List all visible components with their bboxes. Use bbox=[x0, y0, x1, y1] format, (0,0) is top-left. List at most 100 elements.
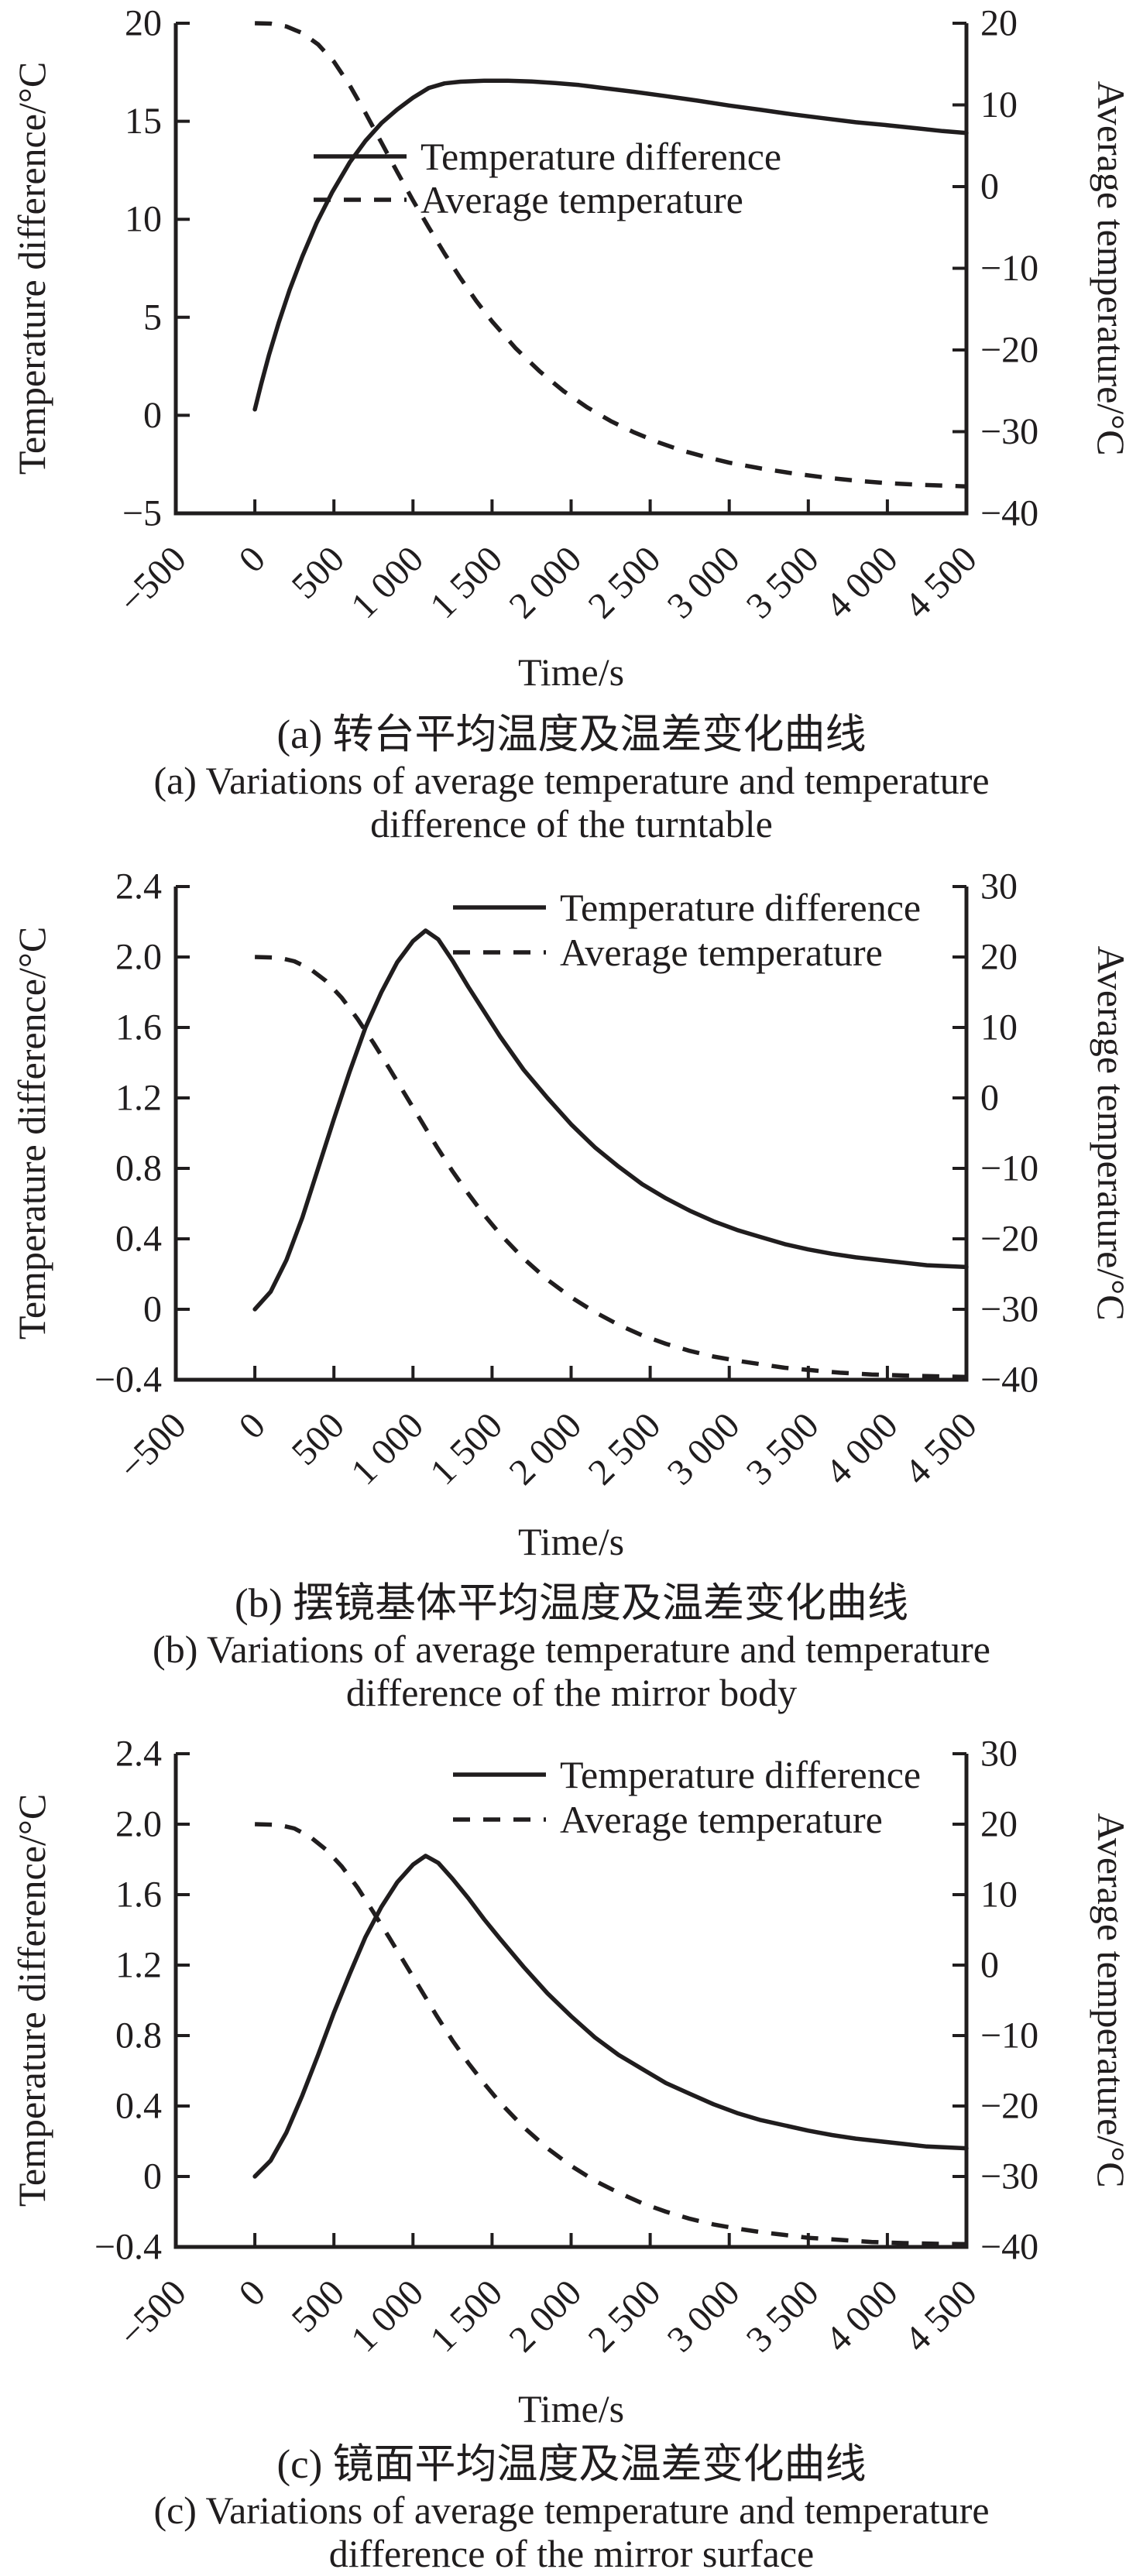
x-tick-label-a: 3 500 bbox=[739, 538, 827, 626]
x-tick-label-c: 1 500 bbox=[422, 2272, 510, 2360]
x-tick-label-b: 4 000 bbox=[818, 1405, 906, 1493]
series-temperature-difference-a bbox=[252, 78, 969, 412]
x-tick-label-a: 2 500 bbox=[581, 538, 669, 626]
caption-block-b: (b) 摆镜基体平均温度及温差变化曲线 (b) Variations of av… bbox=[0, 1580, 1143, 1714]
right-tick-label-b: −20 bbox=[980, 1219, 1038, 1260]
left-tick-label-b: 0 bbox=[143, 1289, 162, 1330]
legend-label-c-1: Average temperature bbox=[560, 1798, 883, 1841]
right-tick-label-a: −20 bbox=[980, 330, 1038, 371]
x-tick-label-c: 4 500 bbox=[897, 2272, 985, 2360]
series-temperature-difference-b bbox=[252, 928, 969, 1312]
right-tick-label-c: 20 bbox=[980, 1804, 1018, 1845]
x-tick-label-a: 3 000 bbox=[660, 538, 748, 626]
left-tick-label-b: 2.4 bbox=[115, 866, 162, 907]
caption-a-en-line2: difference of the turntable bbox=[370, 802, 773, 846]
right-tick-label-a: 10 bbox=[980, 84, 1018, 125]
right-tick-label-b: −10 bbox=[980, 1148, 1038, 1189]
x-tick-label-a: −500 bbox=[111, 538, 194, 622]
legend-label-b-1: Average temperature bbox=[560, 931, 883, 974]
left-tick-label-a: 20 bbox=[125, 3, 162, 44]
x-tick-label-a: 4 500 bbox=[897, 538, 985, 626]
right-tick-label-c: −10 bbox=[980, 2015, 1038, 2056]
right-axis-title-a: Average temperature/°C bbox=[1090, 81, 1133, 455]
x-tick-label-b: 2 000 bbox=[501, 1405, 589, 1493]
left-tick-label-c: 0.8 bbox=[115, 2015, 162, 2056]
right-axis-b: −40 −30 −20 −10 0 10 20 30 bbox=[952, 866, 1038, 1401]
x-tick-label-c: 0 bbox=[231, 2272, 273, 2314]
x-tick-label-c: 3 500 bbox=[739, 2272, 827, 2360]
right-tick-label-c: 30 bbox=[980, 1734, 1018, 1775]
chart-b: −0.4 0 0.4 0.8 1.2 1.6 2.0 2.4 −40 −30 −20 −10 0 10 20… bbox=[10, 866, 1133, 1564]
right-tick-label-b: 20 bbox=[980, 937, 1018, 978]
left-tick-label-c: 2.0 bbox=[115, 1804, 162, 1845]
caption-block-a: (a) 转台平均温度及温差变化曲线 (a) Variations of aver… bbox=[0, 711, 1143, 846]
legend-label-c-0: Temperature difference bbox=[560, 1753, 921, 1796]
left-tick-label-a: 5 bbox=[143, 297, 162, 338]
right-tick-label-b: 10 bbox=[980, 1007, 1018, 1048]
left-tick-label-c: 0 bbox=[143, 2156, 162, 2197]
left-tick-label-c: 0.4 bbox=[115, 2086, 162, 2127]
right-tick-label-b: −30 bbox=[980, 1289, 1038, 1330]
right-tick-label-b: −40 bbox=[980, 1360, 1038, 1401]
axes-frame-a bbox=[173, 23, 969, 516]
caption-c-en-line1: (c) Variations of average temperature an… bbox=[153, 2489, 990, 2532]
right-axis-c: −40 −30 −20 −10 0 10 20 30 bbox=[952, 1734, 1038, 2268]
caption-b-zh: (b) 摆镜基体平均温度及温差变化曲线 bbox=[234, 1581, 909, 1626]
left-tick-label-a: 10 bbox=[125, 199, 162, 240]
x-tick-label-c: −500 bbox=[111, 2272, 194, 2355]
right-tick-label-c: −20 bbox=[980, 2086, 1038, 2127]
caption-a-en-line1: (a) Variations of average temperature an… bbox=[153, 759, 990, 802]
left-tick-label-a: −5 bbox=[122, 493, 162, 534]
x-tick-label-a: 1 000 bbox=[343, 538, 431, 626]
series-temperature-difference-c bbox=[252, 1854, 969, 2179]
caption-b-en-line2: difference of the mirror body bbox=[345, 1671, 798, 1714]
left-tick-label-b: 0.8 bbox=[115, 1148, 162, 1189]
x-tick-label-b: 3 500 bbox=[739, 1405, 827, 1493]
x-tick-label-b: 2 500 bbox=[581, 1405, 669, 1493]
left-axis-c: −0.4 0 0.4 0.8 1.2 1.6 2.0 2.4 bbox=[94, 1734, 190, 2268]
right-tick-label-c: −40 bbox=[980, 2227, 1038, 2268]
left-tick-label-b: −0.4 bbox=[94, 1360, 162, 1401]
legend-label-a-0: Temperature difference bbox=[420, 135, 781, 178]
caption-c-en-line2: difference of the mirror surface bbox=[328, 2532, 815, 2575]
x-tick-label-a: 4 000 bbox=[818, 538, 906, 626]
right-tick-label-a: −40 bbox=[980, 493, 1038, 534]
x-tick-label-b: −500 bbox=[111, 1405, 194, 1488]
x-axis-title-c: Time/s bbox=[518, 2387, 624, 2430]
x-tick-label-c: 500 bbox=[284, 2272, 352, 2340]
left-tick-label-b: 0.4 bbox=[115, 1219, 162, 1260]
left-axis-title-c: Temperature difference/°C bbox=[10, 1794, 53, 2207]
right-tick-label-b: 30 bbox=[980, 866, 1018, 907]
x-tick-label-b: 0 bbox=[231, 1405, 273, 1446]
left-tick-label-b: 2.0 bbox=[115, 937, 162, 978]
left-axis-a: −5 0 5 10 15 20 bbox=[122, 3, 190, 534]
right-tick-label-a: 20 bbox=[980, 3, 1018, 44]
left-tick-label-a: 0 bbox=[143, 395, 162, 436]
x-tick-label-a: 2 000 bbox=[501, 538, 589, 626]
x-tick-label-c: 2 500 bbox=[581, 2272, 669, 2360]
legend-label-b-0: Temperature difference bbox=[560, 886, 921, 929]
x-tick-label-a: 1 500 bbox=[422, 538, 510, 626]
left-tick-label-a: 15 bbox=[125, 101, 162, 142]
x-tick-label-c: 1 000 bbox=[343, 2272, 431, 2360]
x-tick-label-c: 3 000 bbox=[660, 2272, 748, 2360]
x-axis-title-a: Time/s bbox=[518, 650, 624, 694]
left-axis-b: −0.4 0 0.4 0.8 1.2 1.6 2.0 2.4 bbox=[94, 866, 190, 1401]
chart-c: −0.4 0 0.4 0.8 1.2 1.6 2.0 2.4 −40 −30 −20 −10 0 10 20… bbox=[10, 1734, 1133, 2431]
caption-block-c: (c) 镜面平均温度及温差变化曲线 (c) Variations of aver… bbox=[0, 2441, 1143, 2575]
right-tick-label-c: −30 bbox=[980, 2156, 1038, 2197]
series-average-temperature-a bbox=[255, 21, 967, 489]
left-tick-label-b: 1.6 bbox=[115, 1007, 162, 1048]
x-tick-label-b: 4 500 bbox=[897, 1405, 985, 1493]
series-average-temperature-c bbox=[255, 1822, 967, 2247]
right-axis-a: −40 −30 −20 −10 0 10 20 bbox=[952, 3, 1038, 534]
left-axis-title-b: Temperature difference/°C bbox=[10, 927, 53, 1339]
